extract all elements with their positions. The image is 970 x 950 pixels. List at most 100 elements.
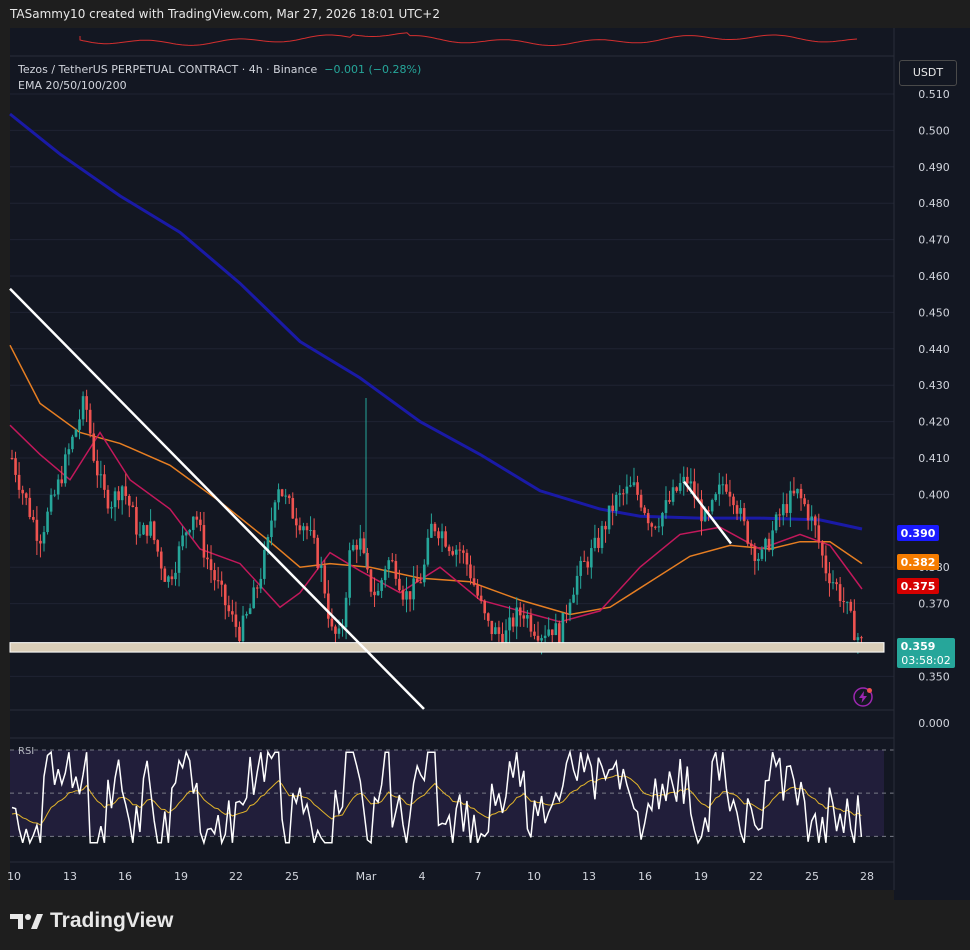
- bar-countdown: 03:58:02: [901, 654, 950, 667]
- candle-body: [511, 617, 515, 627]
- candle-body: [17, 474, 21, 490]
- candle-body: [462, 550, 465, 553]
- candle-body: [149, 521, 152, 536]
- candle-body: [771, 530, 774, 551]
- candle-body: [735, 505, 739, 514]
- candle-body: [113, 491, 117, 508]
- candle-body: [131, 505, 135, 508]
- candle-body: [234, 614, 238, 627]
- candle-body: [21, 489, 24, 494]
- time-tick-label: Mar: [356, 870, 377, 883]
- time-tick-label: 19: [694, 870, 708, 883]
- trendlines: [9, 287, 732, 710]
- tradingview-brand[interactable]: TradingView: [10, 906, 173, 936]
- candle-body: [593, 537, 597, 549]
- candle-body: [842, 601, 845, 603]
- candle-body: [671, 487, 675, 502]
- candle-body: [483, 600, 487, 614]
- candle-body: [181, 535, 184, 547]
- candle-body: [561, 612, 565, 647]
- candle-body: [565, 612, 568, 615]
- candle-body: [433, 523, 437, 532]
- candle-body: [174, 572, 177, 580]
- candle-body: [614, 494, 618, 511]
- candle-body: [479, 595, 483, 601]
- candle-body: [856, 637, 860, 641]
- candle-body: [145, 525, 149, 536]
- time-tick-label: 25: [285, 870, 299, 883]
- candle-body: [508, 617, 511, 631]
- candle-body: [298, 525, 302, 531]
- candle-body: [401, 590, 405, 600]
- candle-body: [295, 518, 298, 526]
- candle-body: [501, 633, 504, 646]
- candle-body: [60, 479, 64, 484]
- candle-body: [85, 396, 88, 410]
- symbol-title[interactable]: Tezos / TetherUS PERPETUAL CONTRACT · 4h…: [18, 63, 318, 76]
- candle-body: [568, 602, 572, 615]
- candle-body: [380, 580, 383, 591]
- candle-body: [159, 551, 163, 569]
- candle-body: [486, 613, 490, 621]
- candle-body: [373, 591, 376, 596]
- candle-body: [632, 482, 636, 486]
- candle-body: [618, 493, 622, 495]
- candle-body: [238, 626, 241, 642]
- candle-body: [590, 548, 593, 568]
- zero-tick-label: 0.000: [918, 717, 950, 730]
- candle-body: [422, 564, 426, 583]
- candle-body: [529, 615, 533, 632]
- candle-body: [767, 538, 771, 551]
- candle-body: [675, 487, 678, 491]
- candle-body: [540, 638, 543, 641]
- candle-body: [419, 582, 423, 584]
- candle-body: [629, 485, 632, 487]
- candle-body: [362, 538, 366, 553]
- candle-body: [778, 514, 781, 516]
- price-tick-label: 0.500: [918, 124, 950, 137]
- candle-body: [721, 484, 725, 486]
- candle-body: [227, 605, 231, 612]
- support-zone: [9, 642, 885, 653]
- candle-body: [739, 508, 742, 514]
- currency-button[interactable]: USDT: [899, 60, 957, 86]
- candle-body: [853, 610, 856, 641]
- candle-body: [263, 550, 266, 579]
- candle-body: [749, 543, 753, 547]
- candle-body: [344, 597, 348, 628]
- time-tick-label: 16: [118, 870, 132, 883]
- author-credit: TASammy10 created with TradingView.com, …: [10, 7, 440, 21]
- candle-body: [32, 516, 35, 520]
- candle-body: [458, 549, 462, 551]
- candle-body: [35, 519, 39, 541]
- top-bar: TASammy10 created with TradingView.com, …: [0, 0, 970, 28]
- flash-icon[interactable]: [852, 686, 874, 708]
- price-tick-label: 0.510: [918, 88, 950, 101]
- candle-body: [408, 591, 412, 600]
- grid-lines: [10, 93, 894, 677]
- price-tick-label: 0.440: [918, 343, 950, 356]
- candle-body: [383, 569, 387, 581]
- candle-body: [636, 482, 639, 495]
- candle-body: [355, 545, 359, 550]
- ema-50-line: [9, 344, 863, 616]
- candle-body: [277, 489, 280, 503]
- indicator-legend[interactable]: EMA 20/50/100/200: [18, 79, 127, 92]
- candle-body: [810, 516, 813, 521]
- candle-body: [284, 495, 287, 497]
- candle-body: [469, 564, 472, 579]
- candle-body: [451, 551, 455, 555]
- time-tick-label: 4: [419, 870, 426, 883]
- candle-body: [248, 608, 252, 614]
- candle-body: [728, 491, 732, 497]
- candle-body: [625, 486, 629, 494]
- candle-body: [394, 561, 398, 579]
- candle-body: [170, 576, 174, 580]
- candle-body: [110, 507, 113, 509]
- ema-200-path: [9, 112, 863, 531]
- candle-body: [799, 488, 803, 499]
- candle-body: [582, 560, 586, 562]
- candle-body: [654, 526, 657, 528]
- candle-body: [270, 520, 273, 538]
